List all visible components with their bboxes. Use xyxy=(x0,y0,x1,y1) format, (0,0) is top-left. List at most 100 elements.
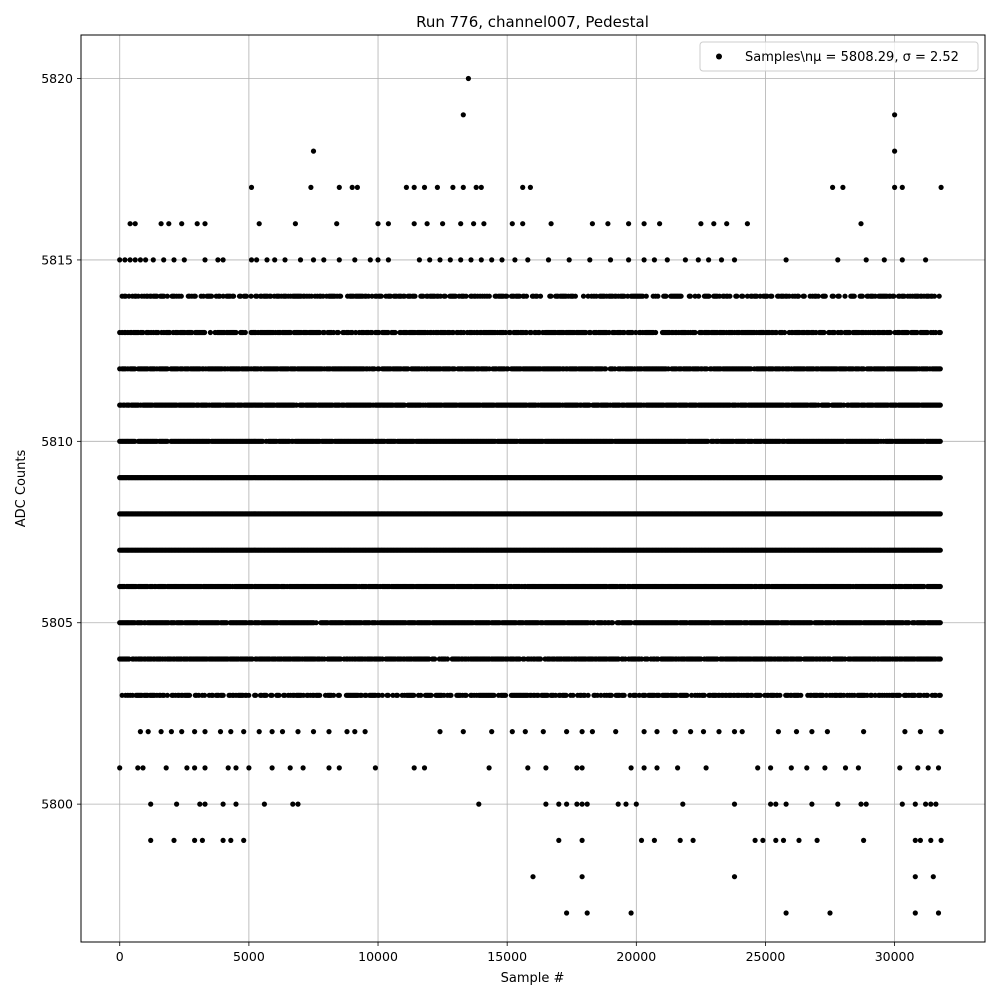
data-point xyxy=(317,692,323,698)
data-point xyxy=(731,874,738,880)
data-point xyxy=(835,801,841,807)
data-point xyxy=(703,765,709,771)
data-point xyxy=(613,729,619,735)
data-point xyxy=(411,765,417,771)
data-point xyxy=(798,692,804,698)
data-point xyxy=(202,729,208,735)
data-point xyxy=(344,729,350,735)
data-point xyxy=(570,692,576,698)
data-point xyxy=(241,729,247,735)
data-point xyxy=(684,692,690,698)
data-point xyxy=(186,692,193,698)
data-point xyxy=(579,874,585,880)
data-point xyxy=(788,765,794,771)
data-point xyxy=(783,910,789,916)
data-point xyxy=(263,692,269,698)
data-point xyxy=(621,692,627,698)
data-point xyxy=(184,765,190,771)
data-point xyxy=(489,729,495,735)
data-point xyxy=(716,729,722,735)
data-point xyxy=(675,765,681,771)
data-point xyxy=(773,837,779,844)
data-point xyxy=(584,910,590,916)
data-point xyxy=(199,837,205,844)
data-point xyxy=(912,801,918,807)
data-point xyxy=(804,765,810,771)
data-point xyxy=(300,765,306,771)
data-point xyxy=(556,837,562,844)
data-point xyxy=(814,837,820,844)
data-point xyxy=(752,837,758,844)
data-point xyxy=(290,801,296,807)
data-point xyxy=(585,692,591,698)
data-point xyxy=(768,801,774,807)
data-point xyxy=(525,765,531,771)
data-point xyxy=(933,801,939,807)
data-point xyxy=(158,729,164,735)
data-point xyxy=(589,729,596,735)
data-point xyxy=(855,765,862,771)
data-point xyxy=(912,837,918,844)
data-point xyxy=(579,801,585,807)
data-point xyxy=(241,837,247,844)
data-point xyxy=(564,801,570,807)
data-point xyxy=(145,729,151,735)
data-point xyxy=(574,765,580,771)
data-point xyxy=(641,765,647,771)
data-point xyxy=(192,729,198,735)
data-point xyxy=(757,692,763,698)
data-point xyxy=(928,837,934,844)
data-point xyxy=(937,511,943,517)
data-point xyxy=(164,692,170,698)
data-point xyxy=(503,692,509,698)
data-point xyxy=(261,801,267,807)
data-point xyxy=(140,765,146,771)
data-point xyxy=(688,729,694,735)
data-point xyxy=(543,801,549,807)
data-point xyxy=(925,765,931,771)
data-point xyxy=(135,765,141,771)
data-point xyxy=(651,837,658,844)
data-point xyxy=(202,801,208,807)
data-point xyxy=(917,729,924,735)
data-point xyxy=(192,765,198,771)
data-point xyxy=(491,692,497,698)
data-point xyxy=(522,729,528,735)
data-point xyxy=(137,729,143,735)
data-point xyxy=(310,729,317,735)
data-point xyxy=(276,692,282,698)
data-point xyxy=(220,801,226,807)
data-point xyxy=(418,692,424,698)
data-point xyxy=(701,692,708,698)
data-point xyxy=(564,910,570,916)
data-point xyxy=(793,729,800,735)
data-point xyxy=(295,801,301,807)
data-point xyxy=(902,729,908,735)
data-point xyxy=(935,765,942,771)
data-point xyxy=(924,692,931,698)
data-point xyxy=(486,765,492,771)
data-point xyxy=(362,729,368,735)
data-point xyxy=(861,729,867,735)
data-point xyxy=(220,692,226,698)
data-point xyxy=(672,729,678,735)
data-point xyxy=(731,801,738,807)
data-point xyxy=(331,692,337,698)
data-point xyxy=(780,837,787,844)
data-point xyxy=(432,656,438,662)
data-point xyxy=(731,729,738,735)
data-point xyxy=(858,801,864,807)
data-point xyxy=(463,692,469,698)
data-point xyxy=(228,729,234,735)
data-point xyxy=(233,801,239,807)
data-point xyxy=(269,729,275,735)
data-point xyxy=(279,729,286,735)
data-point xyxy=(824,729,831,735)
data-point xyxy=(937,547,943,553)
chart-title: Run 776, channel007, Pedestal xyxy=(416,13,649,31)
data-point xyxy=(917,837,924,844)
data-point xyxy=(608,692,615,698)
data-point xyxy=(326,729,332,735)
